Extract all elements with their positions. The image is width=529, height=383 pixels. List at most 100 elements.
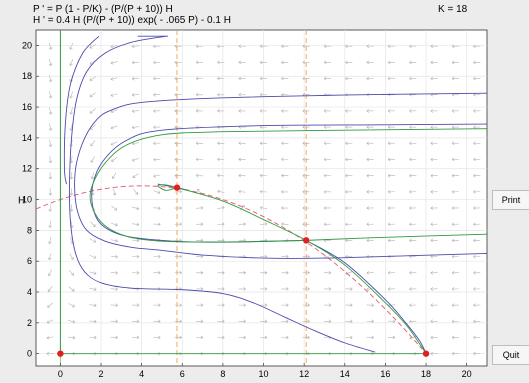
field-arrow (131, 141, 140, 146)
field-arrow (345, 76, 353, 81)
field-arrow (69, 269, 75, 276)
print-button[interactable]: Print (492, 190, 529, 210)
quit-button[interactable]: Quit (492, 345, 529, 365)
field-arrow (196, 335, 204, 340)
field-arrow (473, 109, 481, 113)
field-arrow (259, 109, 268, 113)
field-arrow (153, 270, 161, 275)
field-arrow (46, 319, 54, 324)
field-arrow (89, 303, 97, 308)
field-arrow (238, 60, 246, 65)
y-tick-label: 10 (22, 195, 32, 205)
field-arrow (153, 44, 161, 49)
x-tick-label: 4 (139, 369, 144, 379)
field-arrow (238, 92, 246, 97)
field-arrow (174, 125, 182, 129)
field-arrow (89, 238, 97, 243)
field-arrow (473, 222, 481, 227)
equilibrium-point (302, 237, 310, 244)
field-arrow (387, 44, 396, 48)
field-arrow (238, 270, 246, 275)
field-arrow (451, 76, 460, 81)
field-arrow (323, 173, 332, 178)
field-arrow (69, 253, 74, 260)
field-arrow (323, 141, 332, 146)
field-arrow (174, 92, 182, 97)
p-equation: P ' = P (1 - P/K) - (P/(P + 10)) H (33, 4, 173, 15)
field-arrow (196, 270, 204, 275)
field-arrow (281, 303, 289, 307)
field-arrow (366, 60, 374, 65)
field-arrow (387, 238, 396, 243)
field-arrow (323, 125, 332, 129)
x-tick-label: 6 (180, 369, 185, 379)
field-arrow (174, 222, 182, 226)
field-arrow (366, 173, 374, 178)
field-arrow (90, 156, 95, 163)
field-arrow (451, 351, 460, 356)
field-arrow (47, 269, 53, 277)
field-arrow (345, 303, 353, 307)
field-arrow (366, 141, 374, 146)
field-arrow (153, 125, 161, 129)
field-arrow (387, 125, 396, 129)
trajectories (59, 30, 488, 355)
field-arrow (238, 222, 246, 226)
field-arrow (48, 139, 53, 147)
field-arrow (238, 173, 246, 178)
field-arrow (174, 44, 182, 48)
field-arrow (132, 238, 140, 243)
field-arrow (345, 222, 353, 227)
field-arrow (323, 109, 332, 113)
field-arrow (174, 303, 182, 307)
field-arrow (153, 76, 161, 81)
field-arrow (111, 172, 117, 179)
field-arrow (430, 76, 438, 81)
field-arrow (451, 287, 460, 291)
field-arrow (323, 222, 332, 227)
field-arrow (324, 303, 332, 307)
field-arrow (387, 141, 396, 146)
field-arrow (260, 303, 268, 307)
field-arrow (153, 174, 161, 178)
field-arrow (387, 271, 396, 275)
y-tick-label: 14 (22, 133, 32, 143)
plot-area (35, 29, 488, 367)
field-arrow (90, 172, 95, 180)
field-arrow (345, 141, 353, 146)
field-arrow (345, 206, 353, 210)
field-arrow (89, 76, 96, 81)
field-arrow (153, 157, 161, 162)
field-arrow (68, 335, 76, 340)
field-arrow (451, 303, 460, 307)
field-arrow (366, 125, 374, 129)
x-tick-label: 2 (99, 369, 104, 379)
field-arrow (89, 108, 96, 114)
field-arrow (366, 303, 374, 307)
field-arrow (430, 287, 438, 291)
field-arrow (259, 206, 268, 210)
field-arrow (409, 190, 417, 194)
field-arrow (217, 206, 225, 210)
field-arrow (195, 109, 204, 113)
field-arrow (217, 109, 225, 113)
field-arrow (409, 238, 417, 243)
field-arrow (90, 140, 96, 147)
field-arrow (132, 303, 140, 307)
field-arrow (238, 76, 246, 81)
field-arrow (110, 125, 118, 130)
field-arrow (48, 75, 53, 83)
field-arrow (132, 173, 139, 179)
field-arrow (131, 125, 140, 130)
field-arrow (323, 76, 332, 81)
field-arrow (217, 60, 225, 65)
field-arrow (430, 319, 438, 324)
field-arrow (345, 287, 353, 291)
field-arrow (324, 319, 332, 324)
field-arrow (68, 320, 76, 324)
field-arrow (451, 60, 460, 65)
field-arrow (323, 157, 332, 162)
field-arrow (281, 44, 289, 48)
field-arrow (323, 206, 332, 210)
